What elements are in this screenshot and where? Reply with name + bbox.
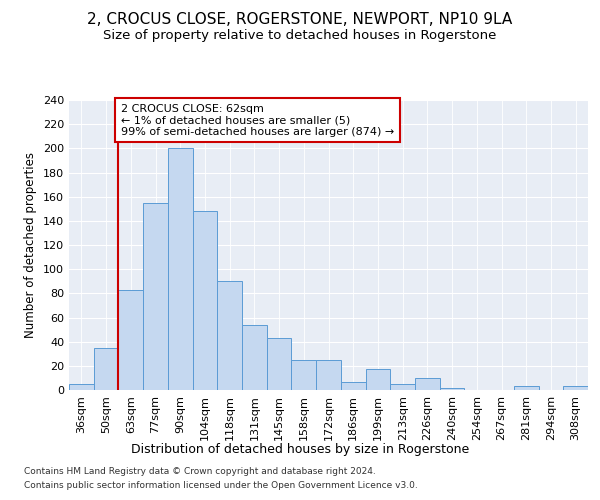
Text: 2, CROCUS CLOSE, ROGERSTONE, NEWPORT, NP10 9LA: 2, CROCUS CLOSE, ROGERSTONE, NEWPORT, NP… (88, 12, 512, 28)
Bar (563, 386, 588, 390)
Bar (390, 384, 415, 390)
Bar (94, 348, 118, 390)
Bar (341, 382, 365, 390)
Text: Contains public sector information licensed under the Open Government Licence v3: Contains public sector information licen… (24, 481, 418, 490)
Bar (193, 211, 217, 390)
Bar (267, 338, 292, 390)
Bar (365, 370, 390, 390)
Bar (69, 384, 94, 390)
Bar (514, 386, 539, 390)
Text: Size of property relative to detached houses in Rogerstone: Size of property relative to detached ho… (103, 29, 497, 42)
Text: 2 CROCUS CLOSE: 62sqm
← 1% of detached houses are smaller (5)
99% of semi-detach: 2 CROCUS CLOSE: 62sqm ← 1% of detached h… (121, 104, 394, 137)
Bar (415, 378, 440, 390)
Bar (143, 202, 168, 390)
Text: Contains HM Land Registry data © Crown copyright and database right 2024.: Contains HM Land Registry data © Crown c… (24, 468, 376, 476)
Bar (118, 290, 143, 390)
Bar (440, 388, 464, 390)
Text: Distribution of detached houses by size in Rogerstone: Distribution of detached houses by size … (131, 442, 469, 456)
Bar (217, 281, 242, 390)
Bar (242, 325, 267, 390)
Y-axis label: Number of detached properties: Number of detached properties (25, 152, 37, 338)
Bar (316, 360, 341, 390)
Bar (292, 360, 316, 390)
Bar (168, 148, 193, 390)
